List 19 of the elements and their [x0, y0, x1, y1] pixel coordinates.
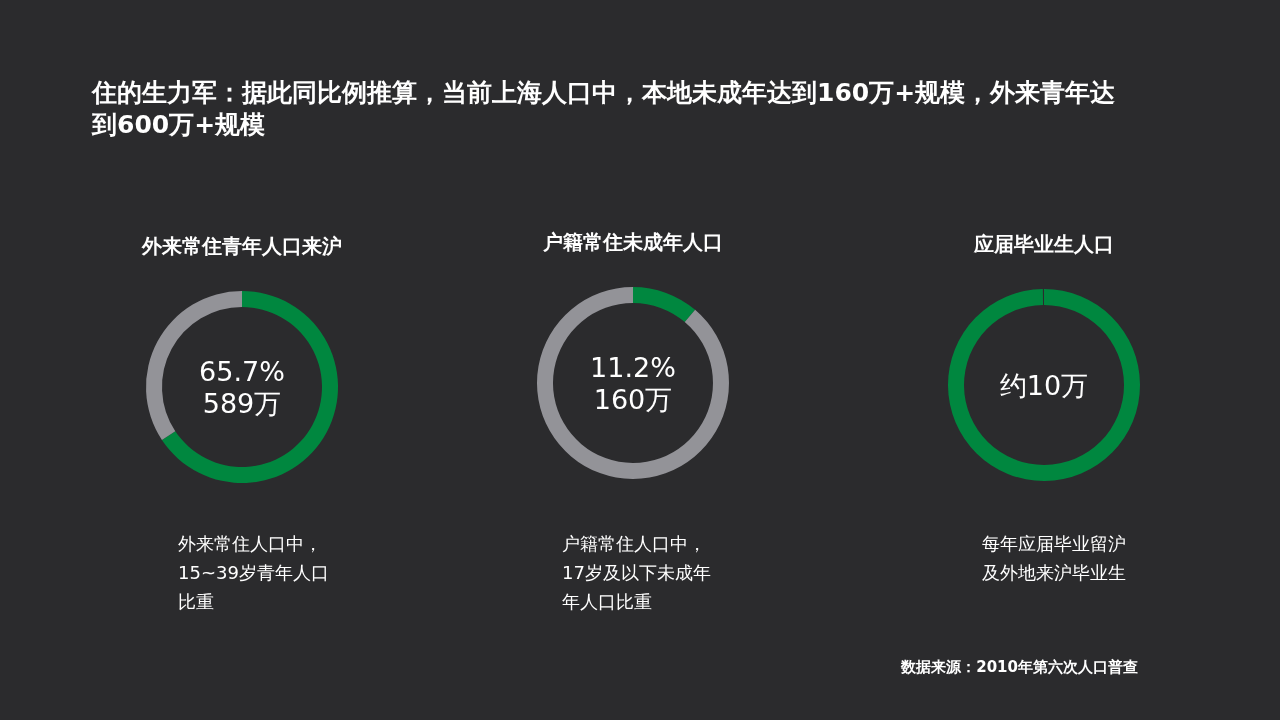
- chart-title: 外来常住青年人口来沪: [142, 234, 342, 258]
- annotation: 外来常住人口中，: [178, 533, 322, 554]
- chart-title: 应届毕业生人口: [974, 232, 1114, 256]
- annotation: 及外地来沪毕业生: [982, 562, 1126, 583]
- title: 住的生力军：据此同比例推算，当前上海人口中，本地未成年达到160万+规模，外来青年达: [92, 78, 1116, 107]
- annotation: 户籍常住人口中，: [562, 533, 706, 554]
- chart-title: 户籍常住未成年人口: [543, 230, 723, 254]
- title: 到600万+规模: [92, 110, 266, 139]
- data-label: 11.2%: [590, 352, 676, 383]
- annotation: 589万: [202, 388, 282, 419]
- annotation: 17岁及以下未成年: [562, 562, 711, 583]
- annotation: 数据来源：2010年第六次人口普查: [901, 658, 1138, 676]
- annotation: 160万: [593, 384, 673, 415]
- annotation: 比重: [178, 591, 214, 612]
- annotation: 约10万: [999, 370, 1089, 401]
- annotation: 15~39岁青年人口: [178, 562, 329, 583]
- annotation: 年人口比重: [562, 591, 652, 612]
- annotation: 每年应届毕业留沪: [982, 533, 1126, 554]
- data-label: 65.7%: [199, 356, 285, 387]
